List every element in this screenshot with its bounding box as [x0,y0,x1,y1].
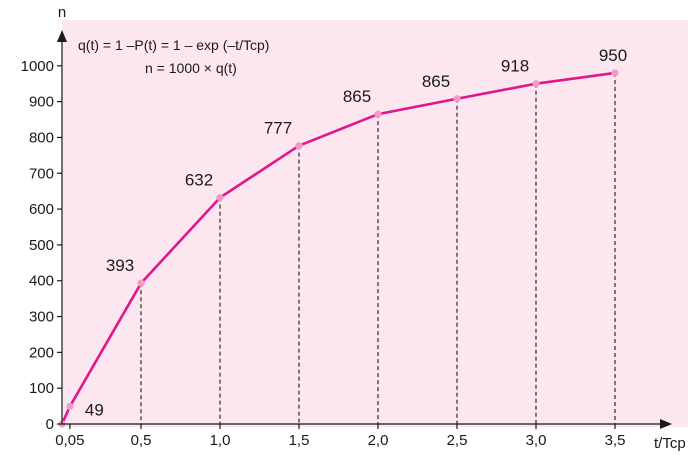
x-tick-label: 2,5 [447,432,468,449]
y-tick-label: 100 [29,380,54,397]
y-tick-label: 1000 [21,58,54,75]
axes [57,30,672,429]
y-tick-label: 400 [29,273,54,290]
x-tick-label: 1,5 [289,432,310,449]
data-point [374,110,382,118]
data-label: 950 [599,46,627,65]
data-label: 865 [422,72,450,91]
x-tick-label: 3,0 [526,432,547,449]
formula-line-1: q(t) = 1 –P(t) = 1 – exp (–t/Tcp) [78,37,269,53]
y-axis-arrow [57,30,67,42]
plot-background [62,20,688,427]
x-tick-label: 1,0 [210,432,231,449]
drop-lines [140,72,616,424]
x-tick-label: 3,5 [605,432,626,449]
x-tick-label: 0,5 [131,432,152,449]
data-label: 49 [85,400,104,419]
y-tick-label: 200 [29,344,54,361]
data-label: 393 [106,256,134,275]
y-tick-label: 800 [29,129,54,146]
y-tick-label: 700 [29,165,54,182]
data-point [453,95,461,103]
data-labels: 49 393 632 777 865 865 918 950 [85,46,627,419]
data-label: 777 [264,119,292,138]
y-ticks: 0 100 200 300 400 500 600 700 800 900 1000 [21,58,62,433]
x-axis-arrow [660,419,672,429]
y-tick-label: 0 [46,416,54,433]
y-tick-label: 900 [29,94,54,111]
x-ticks: 0,05 0,5 1,0 1,5 2,0 2,5 3,0 3,5 [55,424,625,449]
data-point [66,402,74,411]
data-point [137,279,145,287]
data-point [532,80,540,88]
y-tick-label: 600 [29,201,54,218]
data-point [216,194,224,202]
x-tick-label: 2,0 [368,432,389,449]
x-tick-label: 0,05 [55,432,84,449]
data-point [611,69,619,77]
data-label: 865 [343,87,371,106]
formula-line-2: n = 1000 × q(t) [145,60,237,76]
data-point [295,142,303,150]
y-tick-label: 300 [29,309,54,326]
data-label: 632 [185,171,213,190]
data-label: 918 [501,57,529,76]
x-axis-title: t/Tcp [654,435,686,452]
y-tick-label: 500 [29,237,54,254]
y-axis-title: n [58,4,66,21]
